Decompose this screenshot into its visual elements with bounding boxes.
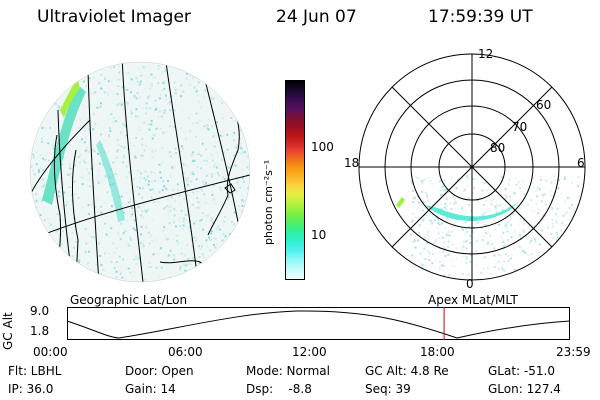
status-gc-alt: GC Alt: 4.8 Re: [365, 364, 449, 378]
status-seq: Seq: 39: [365, 382, 411, 396]
colorbar-tick-100: 100: [311, 140, 334, 154]
instrument-title: Ultraviolet Imager: [37, 7, 191, 27]
timeline-xtick-2359: 23:59: [556, 345, 591, 359]
geographic-panel-label: Geographic Lat/Lon: [70, 293, 188, 307]
mlat-label-70: 70: [512, 120, 528, 134]
mlt-label-12: 12: [478, 47, 494, 61]
status-dsp: Dsp: -8.8: [246, 382, 312, 396]
colorbar-unit-label: photon cm⁻²s⁻¹: [262, 159, 275, 245]
right-speckle: [410, 175, 582, 277]
time-label: 17:59:39 UT: [428, 7, 533, 27]
timeline-xtick-1800: 18:00: [420, 345, 455, 359]
status-glon: GLon: 127.4: [488, 382, 561, 396]
status-flt: Flt: LBHL: [8, 364, 62, 378]
status-mode: Mode: Normal: [246, 364, 330, 378]
status-gain: Gain: 14: [125, 382, 176, 396]
colorbar: [285, 80, 305, 280]
timeline-xtick-1200: 12:00: [292, 345, 327, 359]
altitude-timeline: [66, 307, 571, 340]
timeline-xtick-0600: 06:00: [168, 345, 203, 359]
date-label: 24 Jun 07: [276, 7, 357, 27]
timeline-ytick-high: 9.0: [30, 304, 50, 318]
apex-panel-label: Apex MLat/MLT: [428, 293, 518, 307]
mlat-label-60: 60: [536, 98, 552, 112]
mlt-label-6: 6: [577, 156, 585, 170]
timeline-ytick-low: 1.8: [30, 324, 50, 338]
colorbar-tick-10: 10: [311, 228, 327, 242]
timeline-ylabel: GC Alt: [1, 312, 15, 350]
status-door: Door: Open: [125, 364, 194, 378]
mlt-label-0: 0: [466, 277, 474, 291]
polar-grid: [358, 53, 586, 281]
status-ip: IP: 36.0: [8, 382, 54, 396]
mlat-label-80: 80: [490, 141, 506, 155]
status-glat: GLat: -51.0: [488, 364, 555, 378]
timeline-xtick-0000: 00:00: [33, 345, 68, 359]
mlt-label-18: 18: [344, 156, 360, 170]
